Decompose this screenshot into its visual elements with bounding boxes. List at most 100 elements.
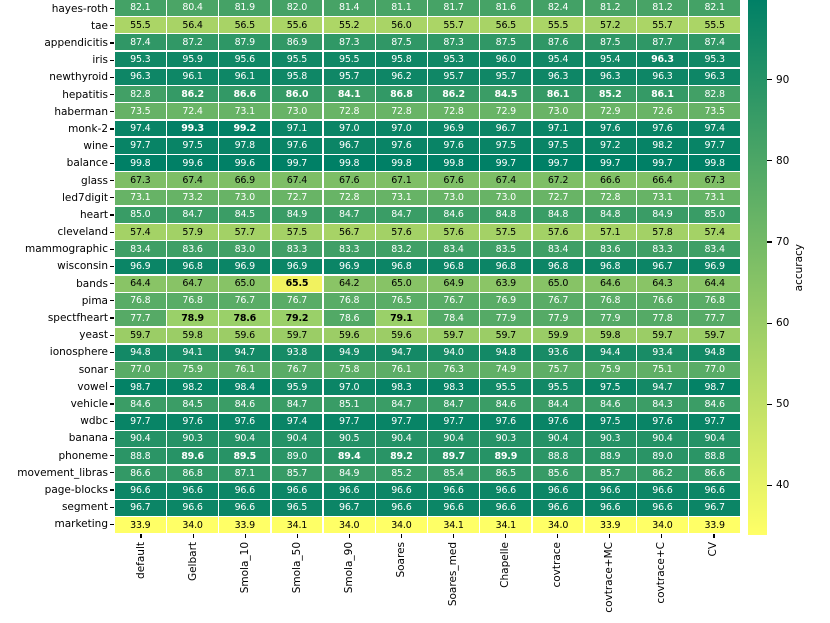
heatmap-cell: 94.1 xyxy=(167,344,218,361)
heatmap-cell: 73.0 xyxy=(271,103,323,120)
heatmap-cell: 96.3 xyxy=(532,68,584,85)
heatmap-cell: 57.7 xyxy=(219,224,271,240)
heatmap-cell: 97.7 xyxy=(376,413,427,430)
heatmap-cell: 94.0 xyxy=(428,344,479,361)
heatmap-cell: 82.1 xyxy=(115,0,166,16)
heatmap-cell: 73.1 xyxy=(689,189,740,206)
heatmap-cell: 99.8 xyxy=(115,155,166,171)
heatmap-cell: 84.7 xyxy=(376,396,427,413)
heatmap-cell: 96.9 xyxy=(689,258,740,275)
heatmap-cell: 56.0 xyxy=(376,17,427,33)
heatmap-cell: 72.7 xyxy=(532,189,584,206)
column-label: CV xyxy=(707,542,720,557)
colorbar-gradient xyxy=(748,0,767,535)
y-tick-mark xyxy=(110,25,114,27)
heatmap-cell: 84.7 xyxy=(323,206,375,223)
heatmap-cell: 96.9 xyxy=(115,258,166,275)
heatmap-cell: 95.8 xyxy=(271,68,323,85)
heatmap-cell: 94.8 xyxy=(689,344,740,361)
row-label: bands xyxy=(76,277,108,290)
heatmap-cell: 96.6 xyxy=(167,482,218,499)
y-tick-mark xyxy=(110,214,114,216)
heatmap-cell: 57.6 xyxy=(532,224,584,240)
heatmap-cell: 90.5 xyxy=(323,431,375,447)
y-tick-mark xyxy=(110,472,114,474)
colorbar-tick-label: 50 xyxy=(776,398,790,411)
row-label: marketing xyxy=(54,518,109,531)
heatmap-cell: 33.9 xyxy=(689,517,740,533)
column-label: Gelbart xyxy=(186,542,199,582)
heatmap-cell: 94.4 xyxy=(584,344,636,361)
heatmap-cell: 64.4 xyxy=(689,275,740,292)
row-label: hepatitis xyxy=(62,88,108,101)
colorbar-tick-mark xyxy=(767,78,772,81)
heatmap-cell: 67.3 xyxy=(115,172,166,189)
heatmap-cell: 84.8 xyxy=(532,206,584,223)
heatmap-cell: 76.8 xyxy=(167,293,218,309)
y-tick-mark xyxy=(110,386,114,388)
heatmap-cell: 83.5 xyxy=(480,241,532,258)
heatmap-cell: 84.6 xyxy=(480,396,532,413)
heatmap-cell: 82.1 xyxy=(689,0,740,16)
x-tick-mark xyxy=(609,533,611,538)
heatmap-cell: 67.1 xyxy=(376,172,427,189)
row-label: led7digit xyxy=(61,191,108,204)
heatmap-cell: 96.8 xyxy=(532,258,584,275)
heatmap-cell: 95.3 xyxy=(115,51,166,68)
column-label: Smola_10 xyxy=(238,542,251,594)
heatmap-cell: 88.8 xyxy=(689,448,740,465)
heatmap-cell: 76.7 xyxy=(271,293,323,309)
heatmap-cell: 87.4 xyxy=(115,34,166,51)
heatmap-cell: 95.5 xyxy=(271,51,323,68)
heatmap-cell: 83.4 xyxy=(689,241,740,258)
heatmap-cell: 80.4 xyxy=(167,0,218,16)
heatmap-cell: 89.0 xyxy=(271,448,323,465)
y-tick-mark xyxy=(110,369,114,371)
y-tick-mark xyxy=(110,111,114,113)
heatmap-cell: 73.5 xyxy=(689,103,740,120)
heatmap-cell: 97.5 xyxy=(584,379,636,396)
y-tick-mark xyxy=(110,248,114,250)
heatmap-cell: 94.7 xyxy=(637,379,688,396)
heatmap-cell: 90.3 xyxy=(480,431,532,447)
heatmap-cell: 86.5 xyxy=(480,465,532,482)
y-tick-mark xyxy=(110,7,114,10)
row-label: cleveland xyxy=(57,226,109,239)
x-tick-mark xyxy=(244,533,246,538)
heatmap-cell: 96.6 xyxy=(323,482,375,499)
row-label: page-blocks xyxy=(44,484,108,496)
heatmap-cell: 83.0 xyxy=(219,241,271,258)
x-tick-mark xyxy=(713,533,715,538)
x-tick-mark xyxy=(192,533,194,538)
heatmap-cell: 67.6 xyxy=(323,172,375,189)
row-label: hayes-roth xyxy=(51,2,108,15)
heatmap-cell: 76.7 xyxy=(532,293,584,309)
x-tick-mark xyxy=(140,533,142,538)
heatmap-cell: 67.4 xyxy=(167,172,218,189)
heatmap-cell: 85.4 xyxy=(428,465,479,482)
row-label: appendicitis xyxy=(44,36,108,49)
heatmap-cell: 76.7 xyxy=(219,293,271,309)
heatmap-cell: 86.8 xyxy=(376,86,427,102)
heatmap-cell: 90.4 xyxy=(689,431,740,447)
x-tick-mark xyxy=(348,533,350,538)
heatmap-cell: 34.0 xyxy=(376,517,427,533)
heatmap-cell: 84.3 xyxy=(637,396,688,413)
heatmap-cell: 76.8 xyxy=(323,293,375,309)
heatmap-cell: 59.7 xyxy=(428,327,479,344)
heatmap-cell: 95.6 xyxy=(219,51,271,68)
heatmap-cell: 85.7 xyxy=(584,465,636,482)
row-label: mammographic xyxy=(25,243,108,256)
colorbar-tick-label: 60 xyxy=(776,317,790,330)
heatmap-cell: 77.0 xyxy=(689,362,740,378)
y-tick-mark xyxy=(110,179,114,182)
heatmap-cell: 95.8 xyxy=(376,51,427,68)
heatmap-cell: 96.2 xyxy=(376,68,427,85)
heatmap-cell: 97.6 xyxy=(584,120,636,137)
heatmap-cell: 83.3 xyxy=(637,241,688,258)
heatmap-cell: 65.5 xyxy=(271,275,323,292)
heatmap-cell: 64.7 xyxy=(167,275,218,292)
heatmap-cell: 87.3 xyxy=(323,34,375,51)
heatmap-cell: 97.6 xyxy=(428,137,479,154)
heatmap-cell: 72.6 xyxy=(637,103,688,120)
